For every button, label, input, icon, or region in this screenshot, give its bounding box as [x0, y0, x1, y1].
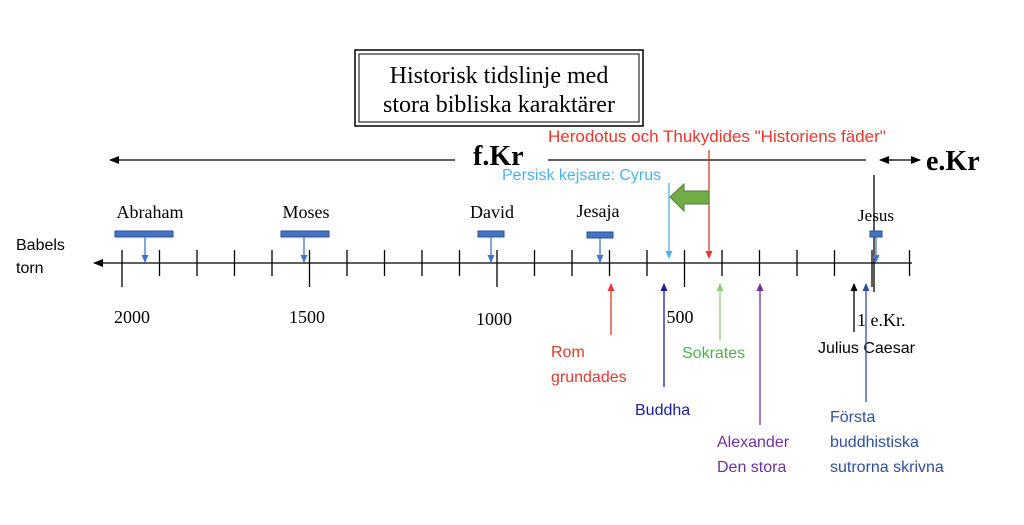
event-label: Första [830, 409, 875, 426]
character-label: Abraham [117, 202, 184, 222]
event-label: Julius Caesar [818, 340, 916, 357]
axis-label: 1 e.Kr. [857, 310, 906, 330]
event-label: grundades [551, 369, 627, 386]
character-bar [869, 230, 883, 238]
axis-label: 1000 [476, 309, 512, 329]
event-label: sutrorna skrivna [830, 459, 944, 476]
character-bar [114, 230, 174, 238]
title-box [354, 49, 644, 127]
start-label: torn [16, 260, 44, 277]
title-box-inner [358, 53, 640, 123]
title: Historisk tidslinje med [390, 63, 609, 89]
character-label: Jesus [858, 206, 894, 225]
start-label: Babels [16, 237, 65, 254]
era-label: e.Kr [926, 146, 980, 177]
event-label: Den stora [717, 459, 786, 476]
character-label: David [470, 202, 514, 222]
axis-label: 1500 [289, 307, 325, 327]
axis-label: 500 [667, 307, 694, 327]
event-label: Sokrates [682, 345, 745, 362]
event-label: buddhistiska [830, 434, 919, 451]
era-label: f.Kr [473, 141, 524, 172]
event-label: Persisk kejsare: Cyrus [502, 167, 661, 184]
character-bar [477, 230, 505, 238]
character-label: Jesaja [577, 201, 620, 221]
character-bar [586, 231, 614, 239]
direction-arrow [669, 182, 710, 213]
event-label: Buddha [635, 402, 690, 419]
event-label: Rom [551, 344, 585, 361]
title: stora bibliska karaktärer [383, 92, 615, 118]
character-bar [280, 230, 330, 238]
event-label: Herodotus och Thukydides "Historiens fäd… [548, 127, 886, 146]
axis-label: 2000 [114, 307, 150, 327]
character-label: Moses [282, 202, 329, 222]
event-label: Alexander [717, 434, 790, 451]
